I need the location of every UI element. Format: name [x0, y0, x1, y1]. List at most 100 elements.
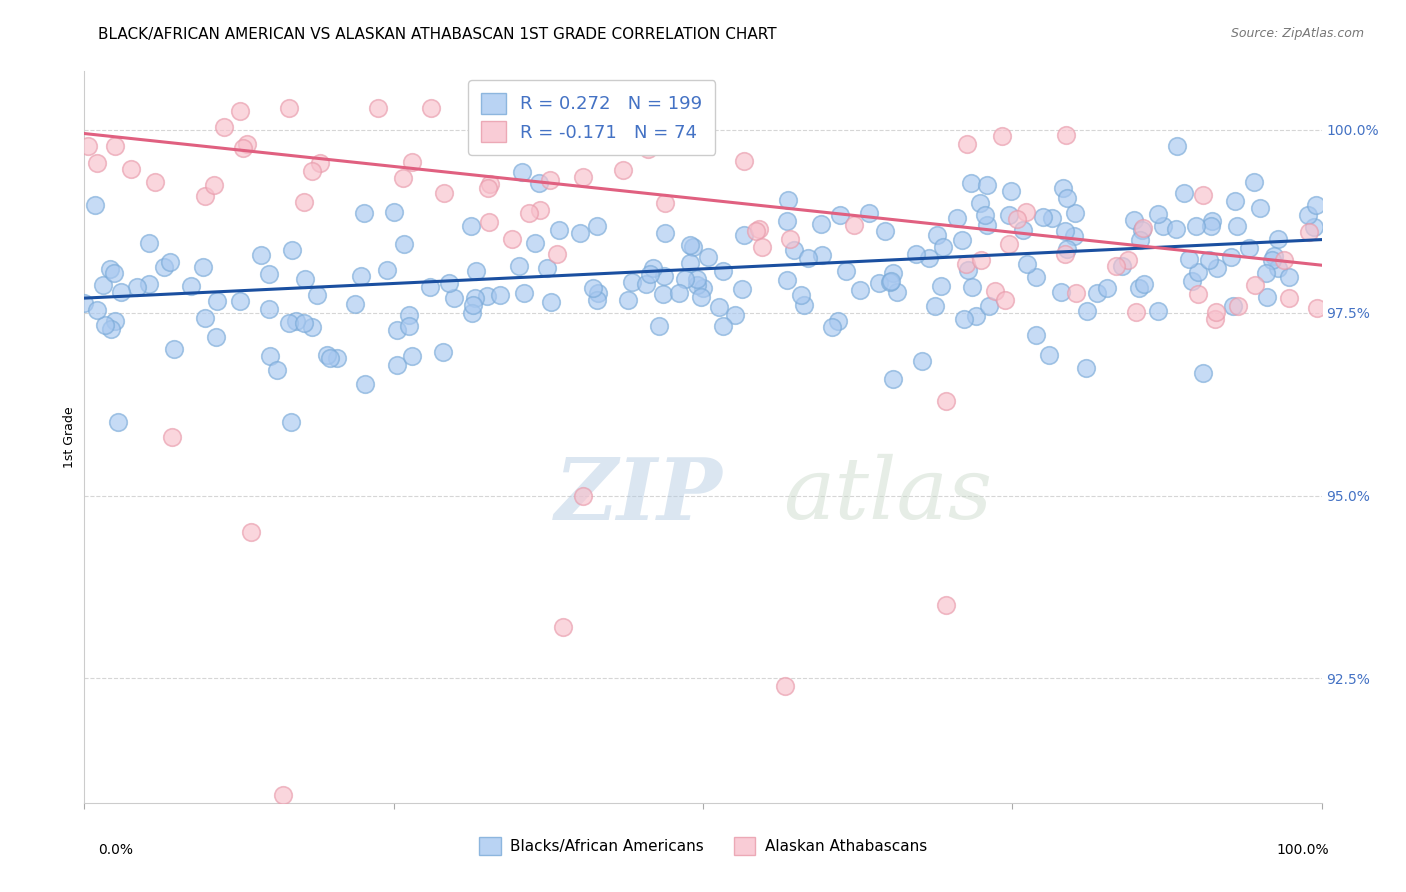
Point: [793, 298, 815, 312]
Point: [1063, 229, 1085, 244]
Point: [1166, 139, 1188, 153]
Point: [478, 214, 501, 228]
Point: [733, 227, 755, 242]
Point: [690, 290, 713, 304]
Point: [797, 252, 820, 266]
Point: [960, 279, 983, 293]
Point: [1130, 223, 1153, 237]
Point: [648, 318, 671, 333]
Point: [620, 275, 643, 289]
Point: [159, 255, 181, 269]
Point: [686, 278, 709, 293]
Point: [654, 195, 676, 210]
Point: [138, 236, 160, 251]
Point: [382, 204, 405, 219]
Point: [1298, 225, 1320, 239]
Point: [957, 263, 980, 277]
Point: [696, 250, 718, 264]
Point: [477, 289, 499, 303]
Point: [1132, 220, 1154, 235]
Point: [1244, 277, 1267, 292]
Point: [748, 222, 770, 236]
Point: [460, 219, 482, 234]
Point: [1005, 212, 1028, 227]
Point: [236, 137, 259, 152]
Point: [976, 178, 998, 192]
Point: [844, 218, 866, 232]
Point: [1125, 305, 1147, 319]
Point: [880, 275, 903, 289]
Point: [180, 278, 202, 293]
Point: [401, 349, 423, 363]
Point: [353, 206, 375, 220]
Point: [776, 193, 799, 207]
Point: [160, 430, 183, 444]
Point: [292, 316, 315, 330]
Point: [1000, 185, 1022, 199]
Point: [974, 208, 997, 222]
Point: [709, 300, 731, 314]
Point: [1056, 191, 1078, 205]
Point: [301, 320, 323, 334]
Point: [143, 175, 166, 189]
Point: [229, 104, 252, 119]
Point: [76, 139, 98, 153]
Point: [775, 213, 797, 227]
Point: [1278, 291, 1301, 305]
Point: [308, 156, 330, 170]
Point: [637, 142, 659, 156]
Point: [284, 314, 307, 328]
Point: [1116, 253, 1139, 268]
Point: [1272, 253, 1295, 268]
Point: [956, 136, 979, 151]
Point: [1133, 277, 1156, 291]
Point: [582, 280, 605, 294]
Point: [419, 279, 441, 293]
Point: [1187, 287, 1209, 301]
Point: [711, 318, 734, 333]
Point: [571, 489, 593, 503]
Point: [879, 275, 901, 289]
Point: [315, 348, 337, 362]
Point: [652, 268, 675, 283]
Point: [277, 101, 299, 115]
Point: [931, 279, 953, 293]
Point: [1222, 299, 1244, 313]
Point: [377, 262, 399, 277]
Point: [86, 156, 108, 170]
Point: [437, 277, 460, 291]
Point: [849, 283, 872, 297]
Point: [588, 285, 610, 300]
Point: [153, 260, 176, 275]
Point: [682, 240, 704, 254]
Point: [1191, 188, 1213, 202]
Point: [1063, 206, 1085, 220]
Point: [385, 323, 408, 337]
Point: [432, 344, 454, 359]
Point: [998, 237, 1021, 252]
Point: [969, 253, 991, 268]
Point: [344, 297, 367, 311]
Point: [969, 196, 991, 211]
Text: Source: ZipAtlas.com: Source: ZipAtlas.com: [1230, 27, 1364, 40]
Point: [1056, 242, 1078, 256]
Point: [538, 173, 561, 187]
Point: [927, 227, 949, 242]
Point: [773, 679, 796, 693]
Point: [858, 206, 880, 220]
Point: [1184, 219, 1206, 233]
Point: [612, 163, 634, 178]
Point: [1038, 348, 1060, 362]
Point: [868, 277, 890, 291]
Point: [1085, 285, 1108, 300]
Point: [1205, 261, 1227, 276]
Point: [1254, 266, 1277, 280]
Point: [103, 267, 125, 281]
Point: [460, 306, 482, 320]
Point: [834, 264, 856, 278]
Point: [100, 322, 122, 336]
Point: [1123, 213, 1146, 227]
Point: [1012, 223, 1035, 237]
Point: [1076, 361, 1098, 376]
Point: [641, 260, 664, 275]
